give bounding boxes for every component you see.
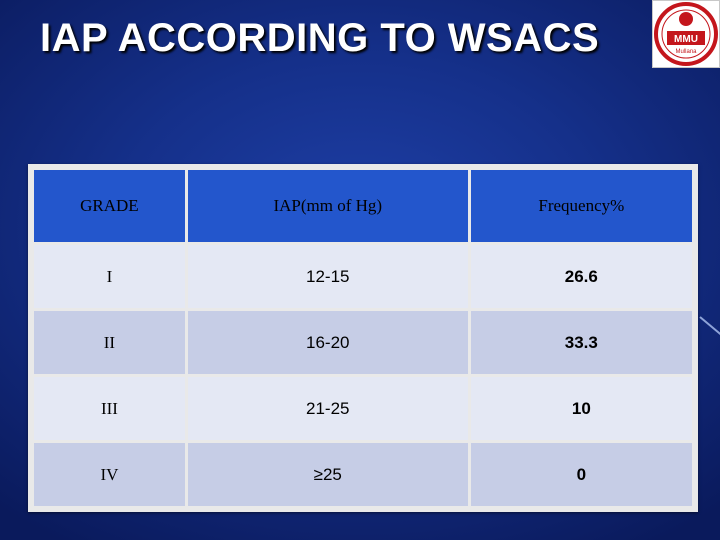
logo-text: MMU (674, 34, 698, 45)
frequency-cell: 0 (470, 443, 692, 506)
frequency-cell: 26.6 (470, 245, 692, 308)
slide-title: IAP ACCORDING TO WSACS (40, 16, 600, 60)
iap-cell: 16-20 (187, 311, 468, 374)
table-row: IV ≥25 0 (34, 443, 692, 506)
table-row: II 16-20 33.3 (34, 311, 692, 374)
table-row: I 12-15 26.6 (34, 245, 692, 308)
decorative-line (699, 316, 720, 338)
header-grade: GRADE (34, 170, 185, 242)
iap-cell: ≥25 (187, 443, 468, 506)
university-logo: MMU Mullana (652, 0, 720, 68)
table-row: III 21-25 10 (34, 377, 692, 440)
grade-cell: I (34, 245, 185, 308)
grade-cell: IV (34, 443, 185, 506)
iap-cell: 12-15 (187, 245, 468, 308)
grade-cell: III (34, 377, 185, 440)
header-iap: IAP(mm of Hg) (187, 170, 468, 242)
iap-grade-table-container: GRADE IAP(mm of Hg) Frequency% I 12-15 2… (28, 164, 698, 512)
iap-grade-table: GRADE IAP(mm of Hg) Frequency% I 12-15 2… (31, 167, 695, 509)
frequency-cell: 10 (470, 377, 692, 440)
header-frequency: Frequency% (470, 170, 692, 242)
grade-cell: II (34, 311, 185, 374)
table-header-row: GRADE IAP(mm of Hg) Frequency% (34, 170, 692, 242)
logo-emblem-icon: MMU Mullana (654, 2, 718, 66)
frequency-cell: 33.3 (470, 311, 692, 374)
iap-cell: 21-25 (187, 377, 468, 440)
logo-subtext: Mullana (675, 49, 697, 55)
